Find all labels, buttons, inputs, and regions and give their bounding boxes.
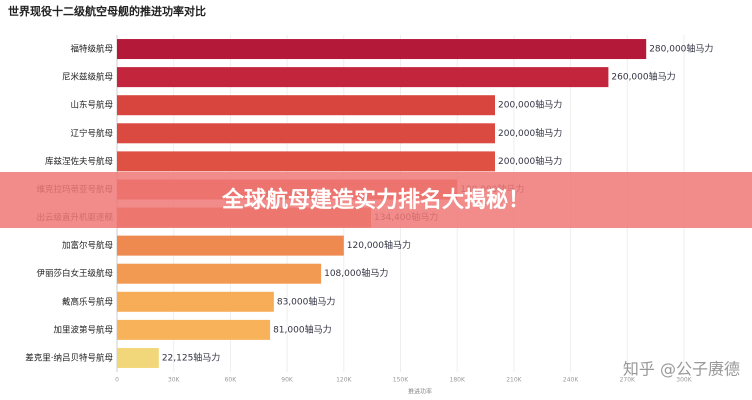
x-tick-label: 150K <box>393 377 409 384</box>
bar <box>117 123 495 144</box>
y-tick-label: 差克里·纳吕贝特号航母 <box>25 352 113 363</box>
y-tick-label: 山东号航母 <box>70 100 113 111</box>
y-tick-label: 加里波第号航母 <box>53 324 113 335</box>
data-label: 280,000轴马力 <box>649 43 713 55</box>
data-label: 200,000轴马力 <box>498 99 562 111</box>
y-tick-label: 加富尔号航母 <box>62 240 113 251</box>
x-tick-label: 300K <box>676 377 692 384</box>
x-tick-label: 270K <box>620 377 636 384</box>
bar <box>117 235 344 256</box>
data-label: 81,000轴马力 <box>273 323 332 335</box>
y-tick-label: 福特级航母 <box>70 44 113 55</box>
y-tick-label: 伊丽莎白女王级航母 <box>36 268 113 279</box>
data-label: 120,000轴马力 <box>347 239 411 251</box>
bar <box>117 347 159 368</box>
data-label: 200,000轴马力 <box>498 127 562 139</box>
x-tick-label: 0 <box>115 377 119 384</box>
x-tick-label: 120K <box>336 377 352 384</box>
x-axis-label: 推进功率 <box>408 388 432 396</box>
data-label: 200,000轴马力 <box>498 155 562 167</box>
x-tick-label: 90K <box>281 377 294 384</box>
banner-text: 全球航母建造实力排名大揭秘！ <box>221 187 530 213</box>
bar <box>117 151 495 172</box>
x-tick-label: 210K <box>506 377 522 384</box>
banner-band <box>0 172 752 228</box>
x-tick-label: 180K <box>450 377 466 384</box>
bar <box>117 39 647 60</box>
y-tick-label: 库兹涅佐夫号航母 <box>45 156 113 167</box>
data-label: 22,125轴马力 <box>162 351 221 363</box>
bar <box>117 67 609 88</box>
data-label: 260,000轴马力 <box>611 71 675 83</box>
y-tick-label: 戴高乐号航母 <box>62 296 113 307</box>
x-tick-label: 240K <box>563 377 579 384</box>
x-tick-label: 60K <box>225 377 238 384</box>
chart-title: 世界现役十二级航空母舰的推进功率对比 <box>8 4 206 18</box>
y-tick-label: 辽宁号航母 <box>70 128 113 139</box>
data-label: 108,000轴马力 <box>324 267 388 279</box>
bar <box>117 263 322 284</box>
x-tick-label: 30K <box>168 377 181 384</box>
bar <box>117 95 495 116</box>
watermark: 知乎 @公子赓德 <box>623 360 740 379</box>
y-tick-label: 尼米兹级航母 <box>62 72 113 83</box>
bar <box>117 291 274 312</box>
bar <box>117 319 271 340</box>
data-label: 83,000轴马力 <box>277 295 336 307</box>
